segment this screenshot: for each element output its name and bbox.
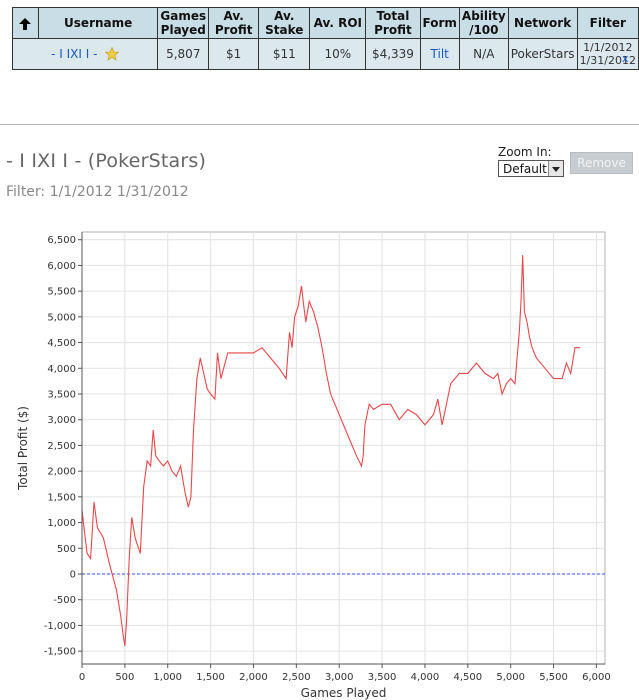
x-tick-label: 3,000 [325,672,354,683]
grid-lines [81,232,605,664]
header-filter[interactable]: Filter [576,7,639,39]
remove-row-link[interactable]: x [622,52,629,65]
header-av-profit[interactable]: Av. Profit [208,7,260,39]
games-played-cell: 5,807 [157,38,210,70]
header-username[interactable]: Username [37,7,159,39]
total-profit-cell: $4,339 [365,38,421,70]
y-axis-ticks: 6,500 6,000 5,500 5,000 4,500 4,000 3,500 3,000… [44,235,82,658]
y-tick-label: 4,000 [47,364,76,375]
x-tick-label: 3,500 [368,672,397,683]
page-title: - I IXI I - (PokerStars) [6,150,207,172]
zoom-label: Zoom In: [498,145,552,159]
y-tick-label: 1,000 [47,518,76,529]
filter-start: 1/1/2012 [583,41,633,54]
y-tick-label: 4,500 [47,338,76,349]
sort-up-arrow-icon[interactable] [19,17,32,30]
network-cell: PokerStars [507,38,578,70]
profit-series-line [81,255,580,647]
header-av-stake[interactable]: Av. Stake [258,7,311,39]
av-stake-cell: $11 [258,38,311,70]
username-link[interactable]: - I IXI I - [51,46,98,61]
header-games-played[interactable]: Games Played [157,7,210,39]
username-cell[interactable]: - I IXI I - [11,38,159,70]
x-axis-title: Games Played [301,686,387,700]
header-av-roi[interactable]: Av. ROI [309,7,367,39]
chevron-down-icon[interactable] [548,161,563,176]
y-axis-title: Total Profit ($) [16,406,30,491]
y-tick-label: 0 [70,570,76,581]
y-tick-label: 6,500 [47,235,76,246]
plot-area [81,231,606,665]
section-divider [0,124,639,125]
y-tick-label: 3,500 [47,390,76,401]
x-tick-label: 4,500 [453,672,482,683]
av-profit-cell: $1 [208,38,260,70]
header-ability[interactable]: Ability /100 [458,7,509,39]
chart-axes [81,232,605,665]
x-tick-label: 1,000 [153,672,182,683]
filter-text: Filter: 1/1/2012 1/31/2012 [6,184,189,200]
header-total-profit[interactable]: Total Profit [365,7,421,39]
y-tick-label: 1,500 [47,492,76,503]
zoom-select-value: Default [503,162,547,176]
y-tick-label: 2,000 [47,467,76,478]
zoom-select[interactable]: Default [498,160,564,177]
filter-cell: 1/1/2012 1/31/2012 [576,38,639,70]
form-cell[interactable]: Tilt [419,38,460,70]
y-tick-label: 2,500 [47,441,76,452]
x-tick-label: 1,500 [196,672,225,683]
x-tick-label: 0 [79,672,85,683]
profit-chart: 0 500 1,000 1,500 2,000 2,500 3,000 3,500 4,000 4… [16,231,611,700]
ability-cell: N/A [458,38,509,70]
x-axis-ticks: 0 500 1,000 1,500 2,000 2,500 3,000 3,500 4,000 4… [79,664,611,683]
y-tick-label: 6,000 [47,261,76,272]
y-tick-label: -1,500 [44,647,76,658]
star-icon[interactable] [105,47,120,62]
toolbar-icons [530,0,639,6]
stats-data-row: - I IXI I - 5,807 $1 $11 10% $4,339 Tilt… [11,38,639,70]
y-tick-label: -500 [53,595,76,606]
x-tick-label: 5,000 [496,672,525,683]
x-tick-label: 2,000 [239,672,268,683]
x-tick-label: 500 [115,672,134,683]
y-tick-label: 500 [57,544,76,555]
y-tick-label: 5,500 [47,287,76,298]
y-tick-label: 5,000 [47,312,76,323]
x-tick-label: 4,000 [411,672,440,683]
sort-header[interactable] [12,7,39,39]
stats-table: Username Games Played Av. Profit Av. Sta… [11,7,639,70]
stats-header-row: Username Games Played Av. Profit Av. Sta… [12,7,639,39]
x-tick-label: 2,500 [282,672,311,683]
header-form[interactable]: Form [419,7,460,39]
header-network[interactable]: Network [507,7,578,39]
y-tick-label: 3,000 [47,415,76,426]
x-tick-label: 5,500 [539,672,568,683]
y-tick-label: -1,000 [44,621,76,632]
remove-button[interactable]: Remove [570,152,633,174]
x-tick-label: 6,000 [582,672,611,683]
filter-end: 1/31/2012 [579,54,636,67]
av-roi-cell: 10% [309,38,367,70]
